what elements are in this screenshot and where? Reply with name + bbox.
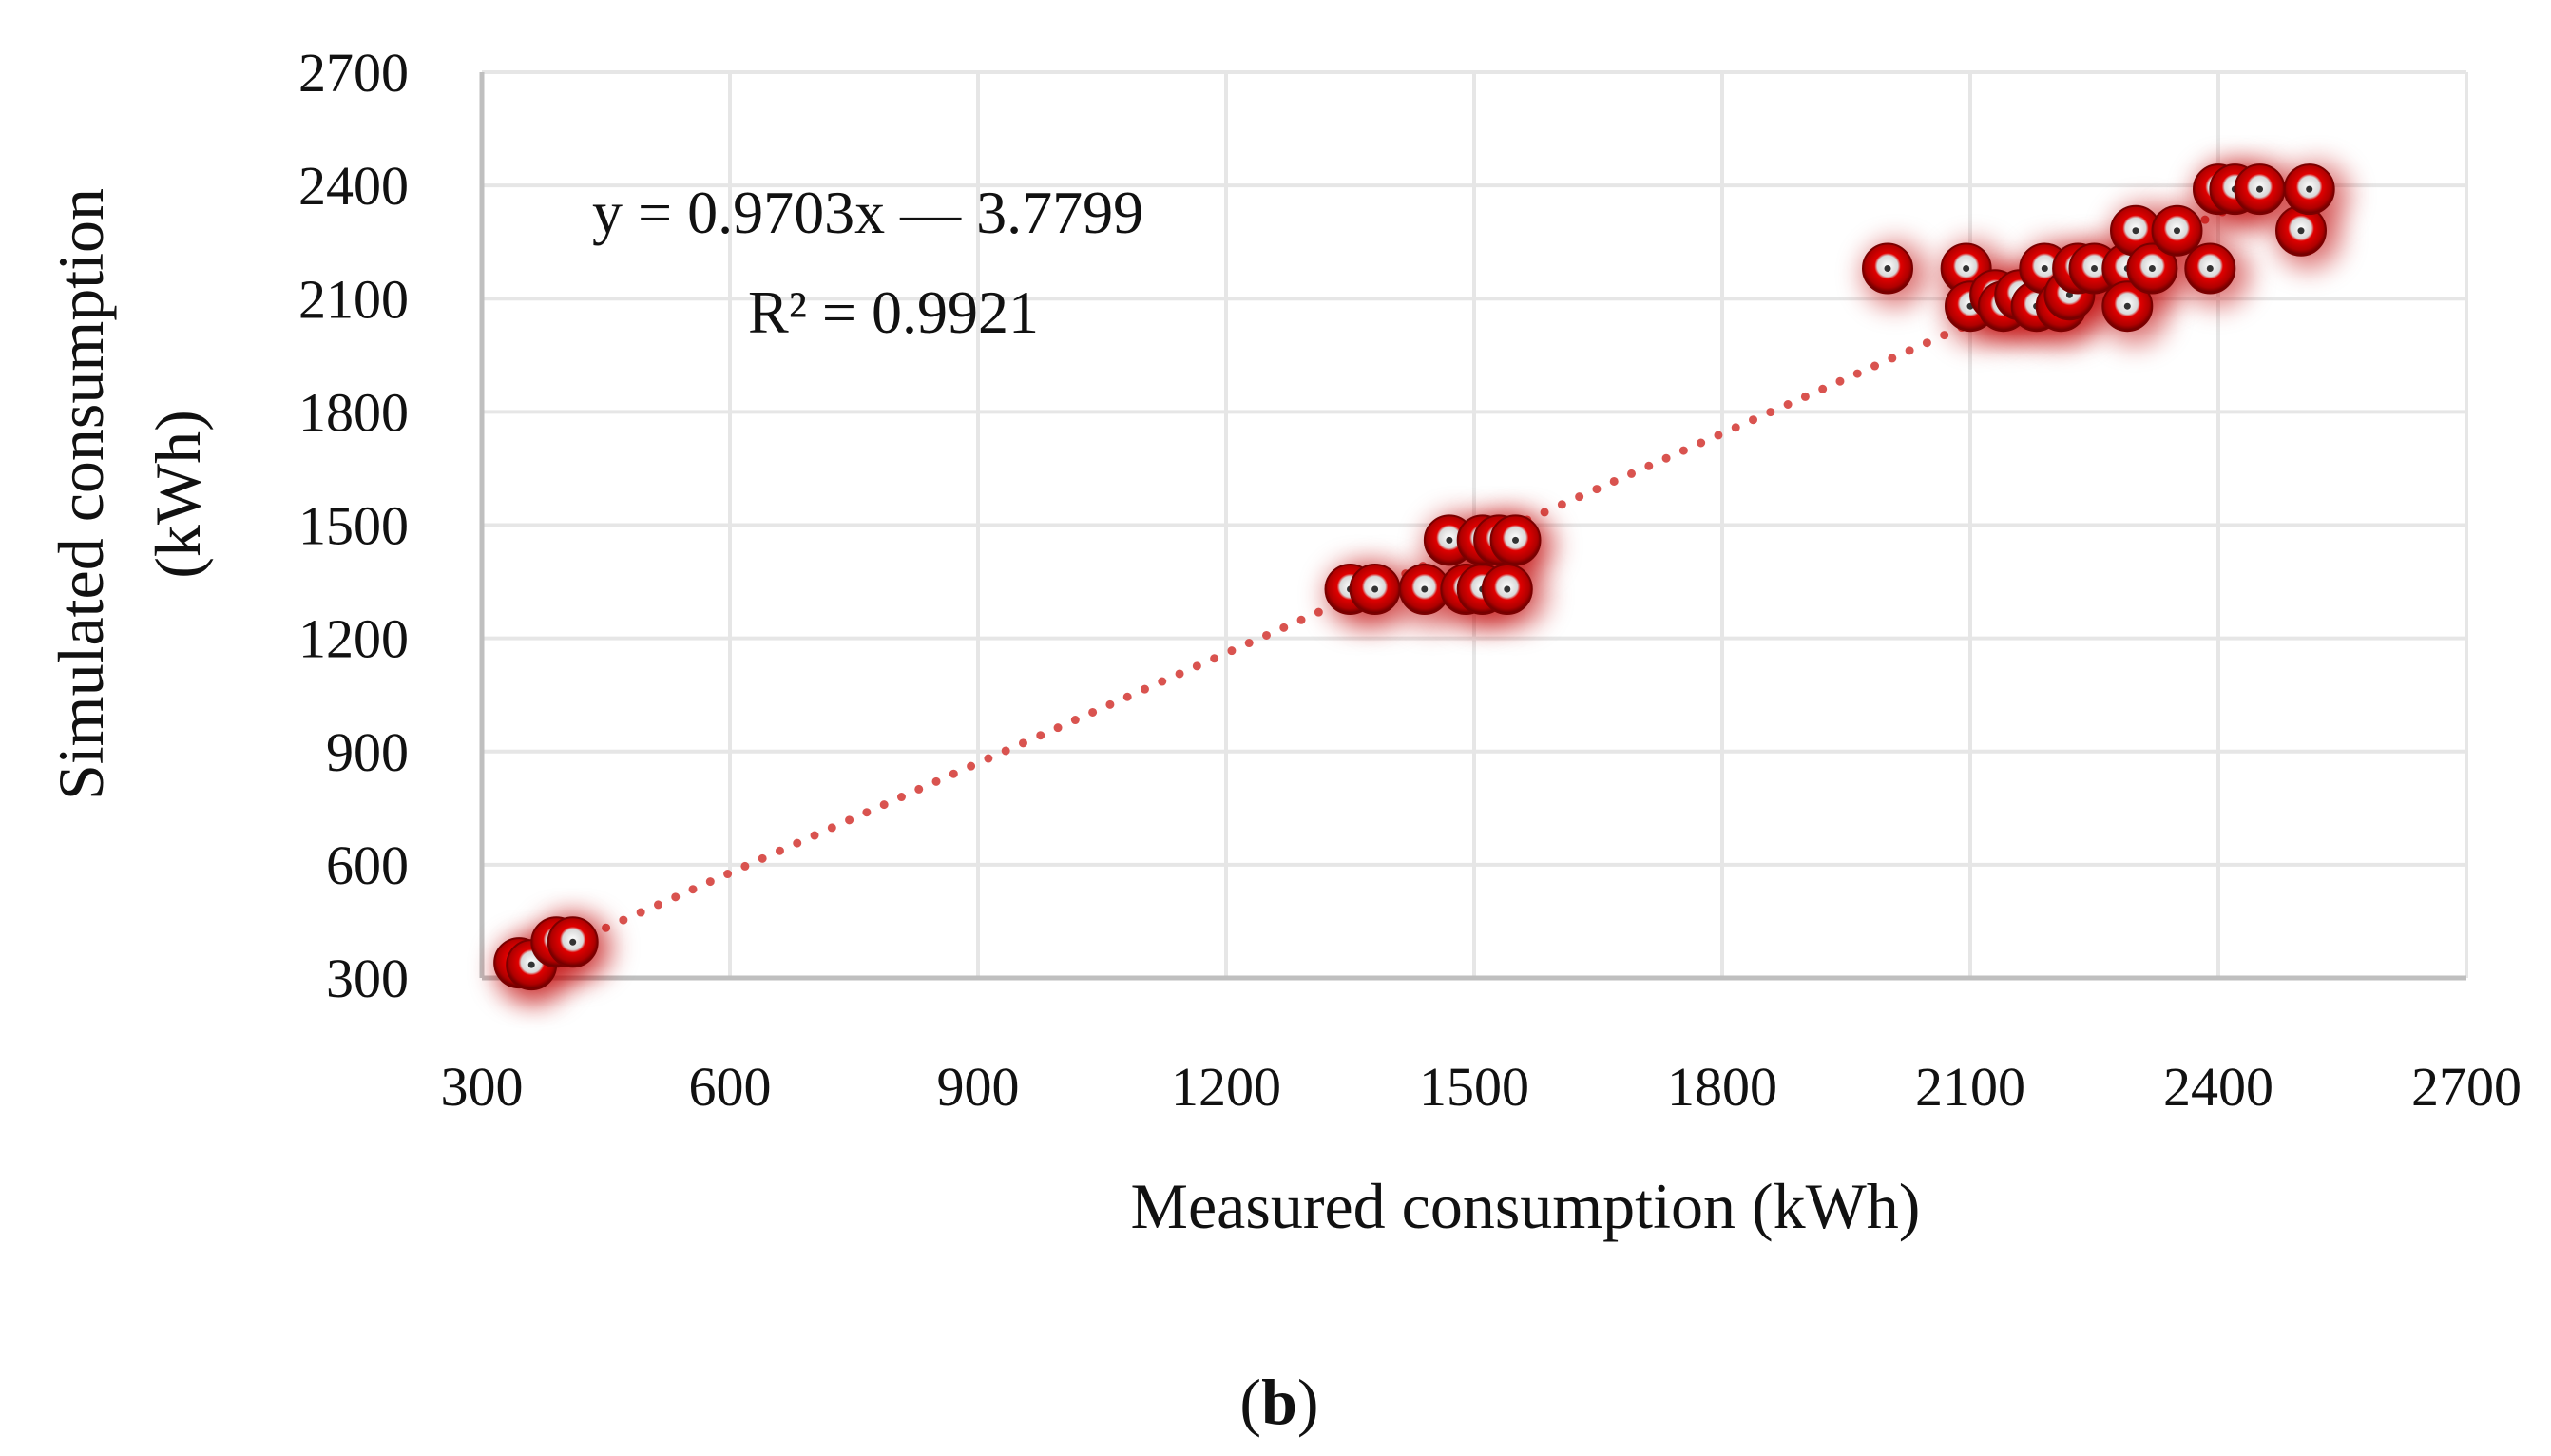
y-tick-label: 2100	[298, 268, 409, 330]
data-point	[2184, 242, 2236, 295]
y-tick-label: 1500	[298, 495, 409, 557]
data-point	[1349, 564, 1401, 616]
x-tick-label: 1800	[1667, 1056, 1777, 1118]
x-tick-labels: 300 600 900 1200 1500 1800 2100 2400 2700	[441, 1056, 2522, 1118]
data-points	[493, 163, 2335, 991]
y-tick-label: 2400	[298, 155, 409, 217]
x-tick-label: 1200	[1171, 1056, 1281, 1118]
x-tick-label: 2100	[1915, 1056, 2025, 1118]
data-point	[1489, 514, 1542, 566]
caption-open: (	[1239, 1366, 1261, 1438]
x-tick-label: 2700	[2411, 1056, 2522, 1118]
y-tick-label: 2700	[298, 42, 409, 104]
data-point	[2126, 242, 2178, 295]
caption-letter: b	[1261, 1366, 1297, 1438]
data-point	[1862, 242, 1913, 295]
y-tick-labels: 300 600 900 1200 1500 1800 2100 2400 2700	[298, 42, 409, 1009]
r-squared-label: R² = 0.9921	[748, 278, 1039, 346]
equation-label: y = 0.9703x — 3.7799	[592, 179, 1143, 246]
x-tick-label: 900	[937, 1056, 1020, 1118]
y-tick-label: 900	[326, 721, 409, 783]
x-tick-label: 2400	[2163, 1056, 2273, 1118]
figure-caption: (b)	[1239, 1366, 1318, 1438]
x-axis-title: Measured consumption (kWh)	[1131, 1170, 1921, 1242]
axes	[479, 72, 2466, 981]
data-point	[2101, 280, 2154, 333]
data-point	[2234, 163, 2286, 216]
y-tick-label: 1200	[298, 608, 409, 670]
x-tick-label: 600	[689, 1056, 772, 1118]
data-point	[2283, 163, 2335, 216]
x-tick-label: 300	[441, 1056, 524, 1118]
data-point	[1398, 564, 1450, 616]
caption-close: )	[1297, 1366, 1319, 1438]
y-axis-title-line1: Simulated consumption	[45, 188, 117, 800]
y-tick-label: 600	[326, 834, 409, 896]
y-tick-label: 1800	[298, 381, 409, 443]
data-point	[547, 916, 599, 968]
data-point	[1481, 564, 1533, 616]
y-tick-label: 300	[326, 948, 409, 1009]
x-tick-label: 1500	[1419, 1056, 1529, 1118]
data-point	[2151, 204, 2203, 257]
y-axis-title-line2: (kWh)	[142, 410, 214, 578]
